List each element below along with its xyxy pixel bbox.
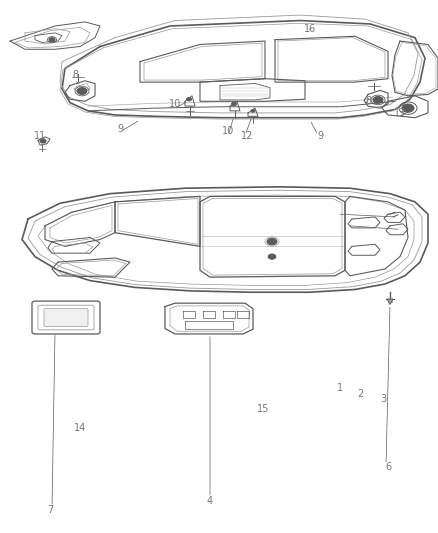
Text: 12: 12 [241,131,253,141]
Circle shape [187,98,191,101]
Text: 9: 9 [117,124,123,134]
Polygon shape [387,299,393,304]
Text: 10: 10 [169,99,181,109]
Text: 1: 1 [337,383,343,393]
Text: 14: 14 [74,423,86,433]
Circle shape [268,254,276,260]
Text: 8: 8 [365,96,371,106]
Text: 10: 10 [222,126,234,136]
Text: 15: 15 [257,403,269,414]
Circle shape [77,87,87,94]
Text: 16: 16 [304,24,316,34]
Circle shape [267,238,277,245]
Text: 4: 4 [207,496,213,506]
Circle shape [402,104,414,112]
Text: 13: 13 [394,108,406,118]
FancyBboxPatch shape [44,309,88,326]
Text: 8: 8 [72,70,78,80]
Text: 9: 9 [317,131,323,141]
Text: 11: 11 [34,131,46,141]
Text: 2: 2 [357,389,363,399]
Circle shape [251,109,255,112]
Circle shape [40,139,46,143]
Circle shape [232,102,237,106]
Circle shape [49,38,55,42]
Text: 6: 6 [385,463,391,472]
Circle shape [373,96,383,103]
Text: 7: 7 [47,505,53,515]
Text: 3: 3 [380,394,386,404]
